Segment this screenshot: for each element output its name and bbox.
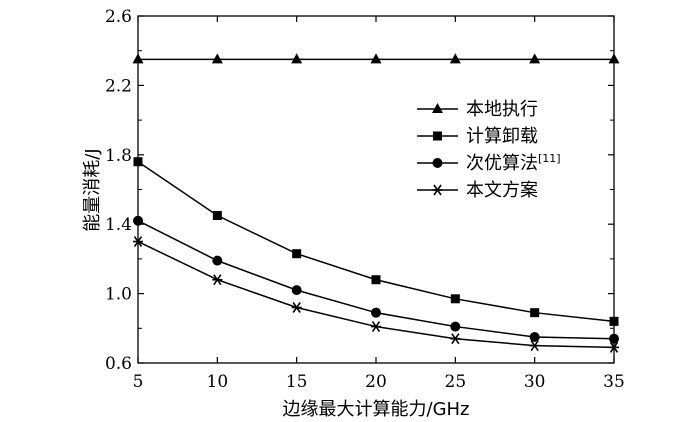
data-point-asterisk <box>609 341 619 353</box>
legend-item: 本地执行 <box>417 99 538 120</box>
data-point-square <box>609 316 619 326</box>
asterisk-stroke <box>133 236 143 248</box>
data-point-asterisk <box>529 340 540 352</box>
series-asterisk <box>133 236 619 353</box>
data-point-triangle <box>132 53 144 64</box>
legend-label-text: 计算卸载 <box>466 126 538 147</box>
data-point-triangle <box>449 53 461 64</box>
y-tick-label: 1.0 <box>105 285 132 305</box>
asterisk-stroke <box>433 184 442 196</box>
legend-item: 次优算法[11] <box>417 152 561 174</box>
data-point-square <box>450 294 460 304</box>
legend-label-text: 次优算法 <box>466 153 538 174</box>
legend-marker-triangle <box>432 103 443 113</box>
legend-label: 计算卸载 <box>466 126 538 147</box>
x-tick-label: 15 <box>286 372 308 392</box>
x-tick-label: 30 <box>524 372 546 392</box>
y-axis-title: 能量消耗/J <box>82 148 103 231</box>
asterisk-stroke <box>609 341 619 353</box>
x-tick-label: 5 <box>133 372 144 392</box>
axis-ticks: 5 10 15 20 25 30 35 0.6 1.0 1.4 1.8 2.2 2.6 <box>105 7 625 392</box>
data-point-square <box>371 275 381 285</box>
legend-label-text: 本文方案 <box>466 180 538 201</box>
data-point-circle <box>450 321 461 332</box>
data-point-asterisk <box>133 236 143 248</box>
data-point-square <box>530 308 540 318</box>
legend-item: 计算卸载 <box>417 126 538 147</box>
data-point-triangle <box>529 53 541 64</box>
x-tick-label: 35 <box>603 372 625 392</box>
legend-label: 本文方案 <box>466 180 538 201</box>
data-point-asterisk <box>212 274 223 286</box>
data-point-triangle <box>211 53 223 64</box>
data-point-asterisk <box>371 321 381 333</box>
y-tick-label: 1.4 <box>105 215 132 235</box>
legend-marker-circle <box>432 158 443 168</box>
data-point-circle <box>371 307 381 318</box>
y-tick-label: 2.6 <box>105 7 132 27</box>
x-tick-label: 20 <box>365 372 387 392</box>
y-tick-label: 0.6 <box>105 354 132 374</box>
data-point-circle <box>291 285 302 296</box>
x-tick-label: 25 <box>445 372 467 392</box>
legend-marker-asterisk <box>432 184 443 196</box>
y-tick-label: 1.8 <box>105 146 132 166</box>
legend-label: 次优算法[11] <box>466 152 561 174</box>
data-point-triangle <box>608 53 620 64</box>
data-point-circle <box>609 333 619 344</box>
data-point-asterisk <box>291 302 302 313</box>
data-point-circle <box>529 331 540 342</box>
series-lines <box>132 53 620 353</box>
asterisk-stroke <box>213 274 222 286</box>
asterisk-stroke <box>530 340 539 352</box>
series-line <box>137 161 615 323</box>
x-axis-title: 边缘最大计算能力/GHz <box>283 399 470 420</box>
asterisk-stroke <box>292 302 301 313</box>
series-circle <box>133 215 619 344</box>
data-point-circle <box>212 255 223 266</box>
asterisk-stroke <box>371 321 381 333</box>
x-tick-label: 10 <box>207 372 229 392</box>
y-tick-label: 2.2 <box>105 76 132 96</box>
data-point-square <box>292 249 302 259</box>
legend-marker-square <box>433 131 442 141</box>
series-square <box>133 157 619 326</box>
data-point-square <box>133 157 143 167</box>
data-point-circle <box>133 215 143 226</box>
asterisk-stroke <box>451 333 460 345</box>
series-triangle <box>132 53 620 64</box>
legend-item: 本文方案 <box>417 180 538 201</box>
data-point-asterisk <box>450 333 461 345</box>
legend-label-citation: [11] <box>538 152 561 165</box>
data-point-square <box>212 211 222 221</box>
data-point-triangle <box>291 53 303 64</box>
legend-label: 本地执行 <box>466 99 538 120</box>
legend-label-text: 本地执行 <box>466 99 538 120</box>
data-point-triangle <box>370 53 382 64</box>
